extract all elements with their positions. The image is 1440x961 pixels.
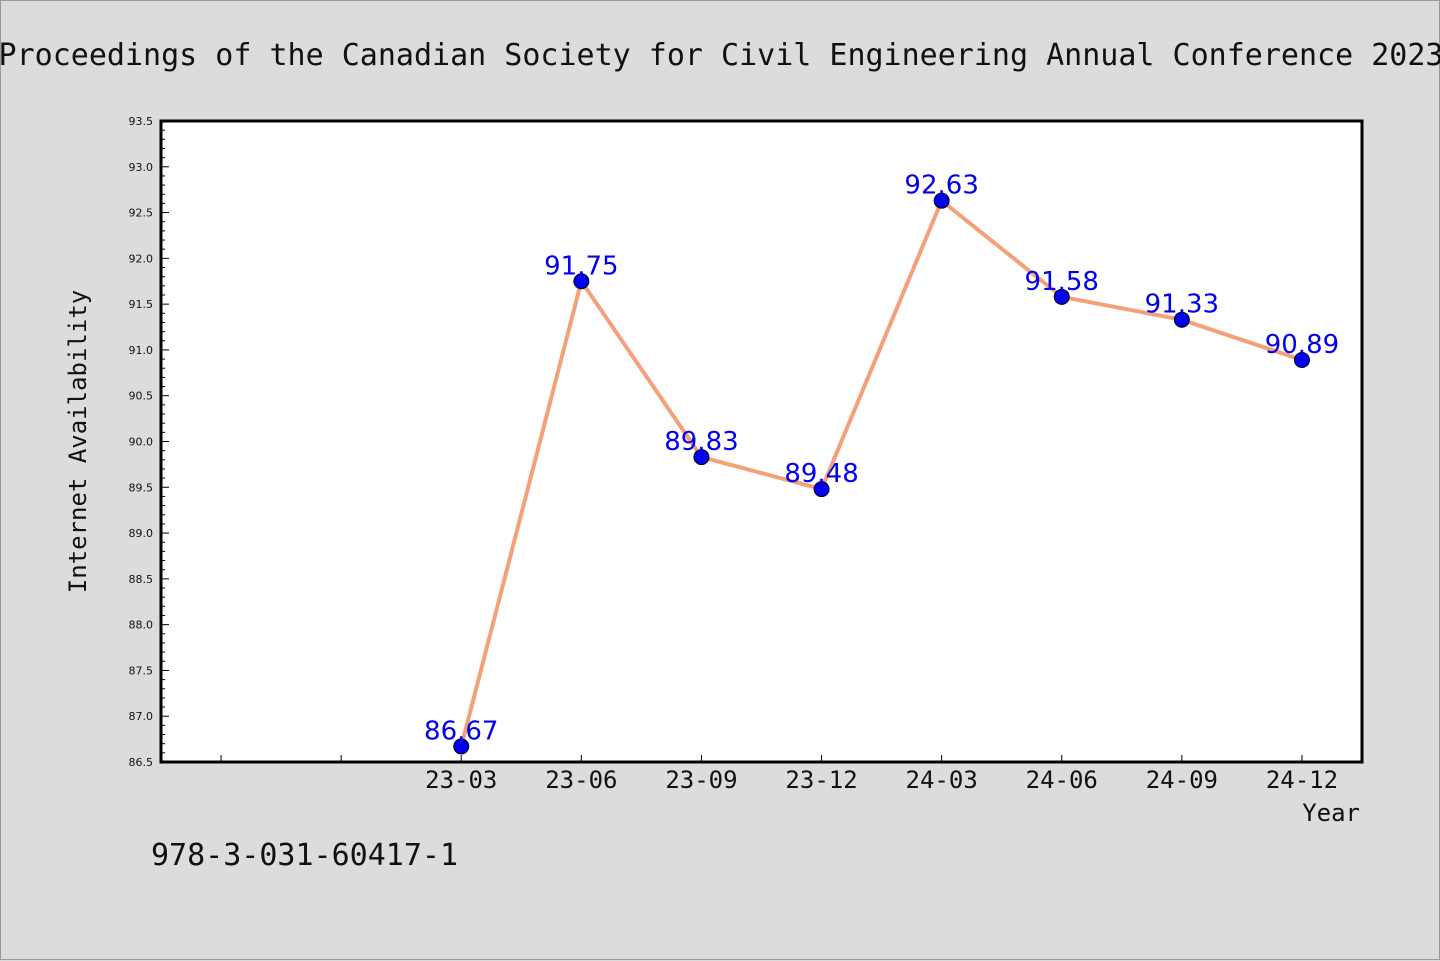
y-tick-label: 92.5 <box>129 207 154 220</box>
y-tick-label: 91.5 <box>129 298 154 311</box>
data-labels: 86.67 91.75 89.83 89.48 92.63 91.58 91.33 90.89 <box>424 171 1339 747</box>
data-markers <box>453 192 1310 755</box>
plot-area <box>159 119 1364 764</box>
chart-title: Proceedings of the Canadian Society for … <box>1 38 1440 73</box>
x-tick-label: 23-12 <box>785 766 857 794</box>
data-point <box>933 192 950 209</box>
y-tick-label: 89.0 <box>129 527 154 540</box>
y-tick-label: 90.0 <box>129 436 154 449</box>
x-tick-label: 23-09 <box>665 766 737 794</box>
footer-isbn: 978-3-031-60417-1 <box>151 838 458 873</box>
x-tick-label: 24-12 <box>1266 766 1338 794</box>
data-label: 91.33 <box>1145 290 1219 320</box>
y-tick-label: 92.0 <box>129 252 154 265</box>
x-tick-label: 23-06 <box>545 766 617 794</box>
data-label: 91.75 <box>544 251 618 281</box>
data-label: 91.58 <box>1025 267 1099 297</box>
data-label: 89.48 <box>784 459 858 489</box>
data-label: 90.89 <box>1265 330 1339 360</box>
y-tick-label: 89.5 <box>129 481 154 494</box>
data-point <box>693 449 710 466</box>
data-point <box>813 481 830 498</box>
data-point <box>453 738 470 755</box>
y-axis-title: Internet Availability <box>64 290 92 593</box>
y-tick-label: 93.0 <box>129 161 154 174</box>
y-tick-label: 88.0 <box>129 619 154 632</box>
y-tick-label: 88.5 <box>129 573 154 586</box>
y-tick-label: 90.5 <box>129 390 154 403</box>
x-tick-label: 24-09 <box>1146 766 1218 794</box>
data-point <box>573 273 590 290</box>
y-tick-label: 91.0 <box>129 344 154 357</box>
data-point <box>1173 311 1190 328</box>
data-point <box>1053 288 1070 305</box>
data-label: 86.67 <box>424 716 498 746</box>
series-line <box>459 198 1303 747</box>
x-tick-label: 23-03 <box>425 766 497 794</box>
x-axis-title: Year <box>1302 799 1360 827</box>
data-label: 92.63 <box>904 171 978 201</box>
x-axis: 23-03 23-06 23-09 23-12 24-03 24-06 24-09 24-12 <box>220 755 1338 794</box>
y-tick-label: 86.5 <box>129 756 154 769</box>
x-tick-label: 24-03 <box>906 766 978 794</box>
x-tick-label: 24-06 <box>1026 766 1098 794</box>
y-tick-label: 93.5 <box>129 115 154 128</box>
y-axis: 86.5 87.0 87.5 88.0 88.5 89.0 89.5 90.0 90.5 91.0… <box>129 115 169 769</box>
data-point <box>1293 352 1310 369</box>
y-tick-label: 87.5 <box>129 664 154 677</box>
y-tick-label: 87.0 <box>129 710 154 723</box>
data-label: 89.83 <box>664 427 738 457</box>
